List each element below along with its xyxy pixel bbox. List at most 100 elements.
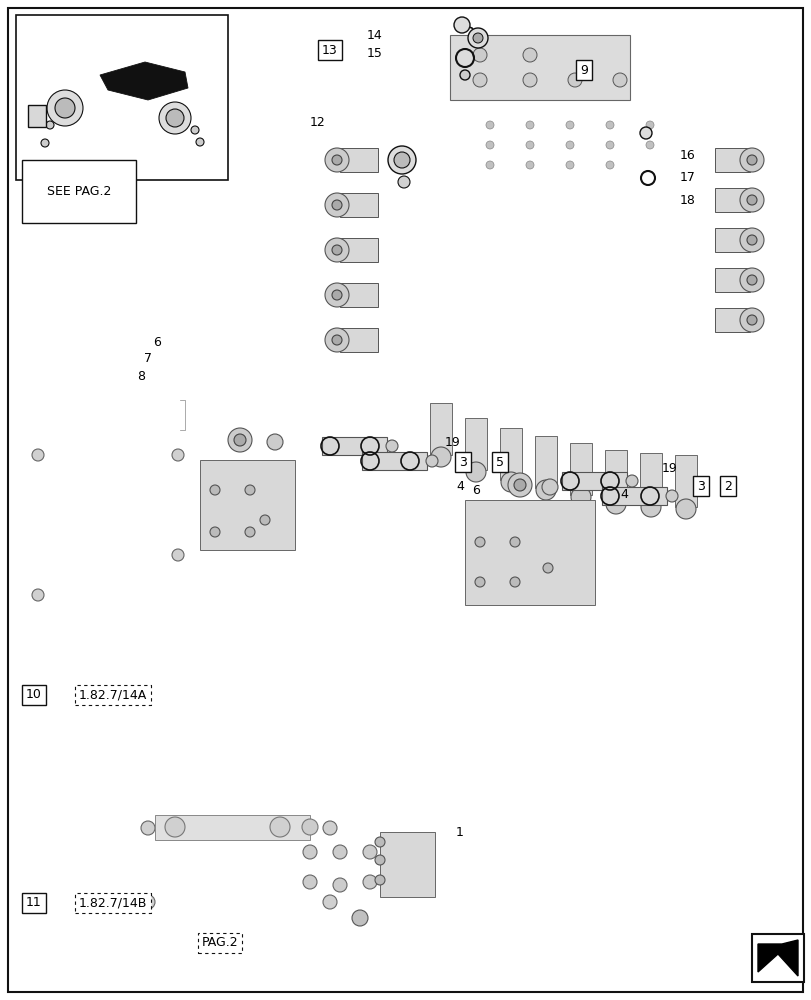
- Polygon shape: [130, 815, 350, 920]
- Bar: [714, 188, 749, 212]
- Circle shape: [535, 480, 556, 500]
- Circle shape: [228, 428, 251, 452]
- Bar: [569, 443, 591, 495]
- Circle shape: [605, 141, 613, 149]
- Circle shape: [267, 434, 283, 450]
- Circle shape: [332, 245, 341, 255]
- Circle shape: [32, 449, 44, 461]
- Circle shape: [375, 875, 384, 885]
- Circle shape: [460, 70, 470, 80]
- Bar: [639, 453, 661, 505]
- Bar: [340, 238, 378, 262]
- Bar: [534, 436, 556, 488]
- Bar: [561, 472, 626, 490]
- Circle shape: [646, 141, 653, 149]
- Circle shape: [210, 527, 220, 537]
- Circle shape: [47, 90, 83, 126]
- Bar: [449, 35, 629, 100]
- Circle shape: [245, 485, 255, 495]
- Circle shape: [332, 155, 341, 165]
- Text: 5: 5: [496, 456, 504, 468]
- Circle shape: [324, 148, 349, 172]
- Bar: [340, 148, 378, 172]
- Text: 4: 4: [456, 480, 463, 492]
- Circle shape: [165, 109, 184, 127]
- Circle shape: [500, 472, 521, 492]
- Circle shape: [431, 447, 450, 467]
- Circle shape: [625, 475, 637, 487]
- Circle shape: [55, 98, 75, 118]
- Text: 6: 6: [152, 336, 161, 349]
- Polygon shape: [40, 50, 215, 160]
- Polygon shape: [230, 400, 280, 445]
- Text: 2: 2: [723, 480, 731, 492]
- Circle shape: [570, 487, 590, 507]
- Circle shape: [605, 161, 613, 169]
- Polygon shape: [419, 25, 699, 70]
- Bar: [714, 308, 749, 332]
- Circle shape: [513, 479, 526, 491]
- Circle shape: [522, 73, 536, 87]
- Circle shape: [302, 819, 318, 835]
- Circle shape: [522, 48, 536, 62]
- Circle shape: [165, 817, 185, 837]
- Text: 19: 19: [661, 462, 677, 476]
- Circle shape: [605, 494, 625, 514]
- Polygon shape: [419, 80, 539, 405]
- Circle shape: [303, 875, 316, 889]
- Circle shape: [388, 146, 415, 174]
- Circle shape: [32, 589, 44, 601]
- Circle shape: [333, 878, 346, 892]
- Text: 10: 10: [26, 688, 42, 702]
- Circle shape: [393, 152, 410, 168]
- Polygon shape: [175, 445, 310, 585]
- Text: 1: 1: [456, 826, 463, 839]
- Bar: [16, 15, 228, 180]
- Text: 8: 8: [137, 369, 145, 382]
- Polygon shape: [370, 70, 729, 420]
- Polygon shape: [599, 80, 659, 405]
- Polygon shape: [25, 445, 195, 610]
- Circle shape: [473, 48, 487, 62]
- Circle shape: [363, 875, 376, 889]
- Circle shape: [565, 121, 573, 129]
- Circle shape: [746, 195, 756, 205]
- Circle shape: [526, 141, 534, 149]
- Circle shape: [739, 228, 763, 252]
- Text: 1.82.7/14B: 1.82.7/14B: [79, 896, 147, 910]
- Circle shape: [473, 73, 487, 87]
- Circle shape: [739, 308, 763, 332]
- Bar: [674, 455, 696, 507]
- Circle shape: [332, 335, 341, 345]
- Circle shape: [640, 497, 660, 517]
- Circle shape: [397, 176, 410, 188]
- Circle shape: [195, 138, 204, 146]
- Circle shape: [466, 462, 486, 482]
- Bar: [500, 428, 521, 480]
- Circle shape: [474, 537, 484, 547]
- Circle shape: [486, 121, 493, 129]
- Text: 6: 6: [471, 484, 479, 496]
- Circle shape: [172, 449, 184, 461]
- Circle shape: [467, 28, 487, 48]
- Circle shape: [473, 33, 483, 43]
- Bar: [340, 32, 400, 70]
- Circle shape: [332, 290, 341, 300]
- Circle shape: [303, 845, 316, 859]
- Text: 19: 19: [444, 436, 460, 450]
- Bar: [604, 450, 626, 502]
- Text: 3: 3: [696, 480, 704, 492]
- Circle shape: [508, 473, 531, 497]
- Circle shape: [526, 121, 534, 129]
- Circle shape: [234, 434, 246, 446]
- Circle shape: [141, 895, 155, 909]
- Circle shape: [141, 821, 155, 835]
- Circle shape: [565, 161, 573, 169]
- Bar: [430, 403, 452, 455]
- Text: PAG.2: PAG.2: [201, 936, 238, 949]
- Circle shape: [260, 515, 270, 525]
- Circle shape: [324, 328, 349, 352]
- Bar: [362, 452, 427, 470]
- Polygon shape: [285, 825, 444, 920]
- Circle shape: [486, 141, 493, 149]
